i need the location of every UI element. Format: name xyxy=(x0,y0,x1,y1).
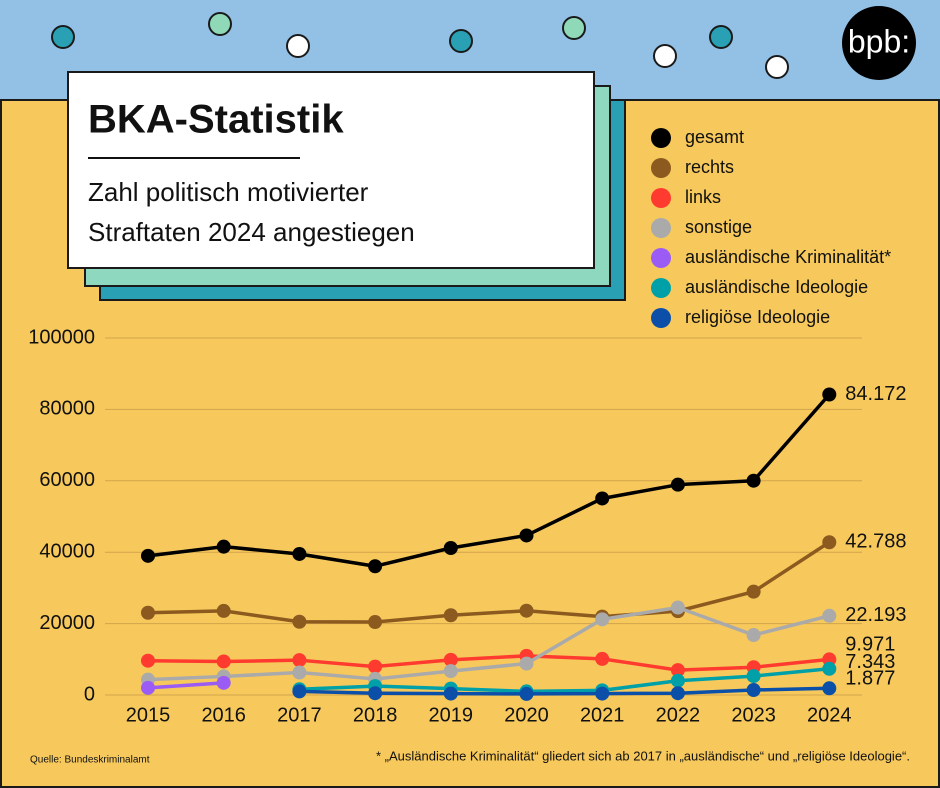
data-point xyxy=(443,664,458,679)
value-label: 7.343 xyxy=(845,651,895,673)
data-point xyxy=(595,686,610,701)
data-point xyxy=(141,548,155,563)
data-point xyxy=(292,653,307,668)
y-tick-label: 80000 xyxy=(39,398,95,420)
data-point xyxy=(443,540,458,555)
data-point xyxy=(141,680,155,695)
x-tick-label: 2021 xyxy=(580,704,625,726)
series-line xyxy=(147,393,831,569)
legend-swatch xyxy=(651,308,671,328)
data-point xyxy=(368,659,383,674)
data-point xyxy=(822,387,837,402)
chart-title: BKA-Statistik xyxy=(88,98,344,142)
y-tick-label: 40000 xyxy=(39,540,95,562)
data-point xyxy=(595,651,610,666)
data-point xyxy=(141,653,155,668)
title-box xyxy=(67,71,595,269)
legend-swatch xyxy=(651,188,671,208)
series-line xyxy=(147,605,830,682)
x-tick-label: 2016 xyxy=(201,704,246,726)
series-line xyxy=(299,686,830,696)
data-point xyxy=(368,615,383,630)
data-point xyxy=(519,656,534,671)
subtitle: Zahl politisch motivierter xyxy=(88,177,369,207)
y-tick-label: 100000 xyxy=(28,326,95,348)
value-label: 42.788 xyxy=(845,531,906,553)
data-point xyxy=(216,539,231,554)
data-point xyxy=(822,681,837,696)
legend-label: gesamt xyxy=(685,127,744,147)
legend-label: sonstige xyxy=(685,217,752,237)
legend-swatch xyxy=(651,248,671,268)
legend-label: ausländische Kriminalität* xyxy=(685,247,891,267)
series-line xyxy=(147,654,830,672)
data-point xyxy=(292,546,307,561)
data-point xyxy=(595,612,610,627)
data-point xyxy=(216,675,231,690)
data-point xyxy=(292,684,307,699)
logo-circle xyxy=(842,6,916,80)
data-point xyxy=(822,608,837,623)
data-point xyxy=(670,663,685,678)
legend-label: ausländische Ideologie xyxy=(685,277,868,297)
data-point xyxy=(822,535,837,550)
legend-swatch xyxy=(651,128,671,148)
data-point xyxy=(443,652,458,667)
data-point xyxy=(519,686,534,701)
data-point xyxy=(368,686,383,701)
x-tick-label: 2024 xyxy=(807,704,852,726)
data-point xyxy=(519,603,534,618)
logo: bpb: xyxy=(848,23,910,59)
data-point xyxy=(595,491,610,506)
data-point xyxy=(443,608,458,623)
value-label: 22.193 xyxy=(845,604,906,626)
source: Quelle: Bundeskriminalamt xyxy=(30,755,150,766)
series-line xyxy=(147,681,224,690)
data-point xyxy=(822,661,837,676)
y-tick-label: 60000 xyxy=(39,469,95,491)
y-tick-label: 20000 xyxy=(39,612,95,634)
series-line xyxy=(299,667,830,694)
data-point xyxy=(746,584,761,599)
legend-label: rechts xyxy=(685,157,734,177)
legend-swatch xyxy=(651,278,671,298)
x-tick-label: 2019 xyxy=(429,704,474,726)
data-point xyxy=(746,669,761,684)
data-point xyxy=(292,614,307,629)
x-tick-label: 2020 xyxy=(504,704,549,726)
legend-swatch xyxy=(651,158,671,178)
data-point xyxy=(670,477,685,492)
legend-label: links xyxy=(685,187,721,207)
data-point xyxy=(670,673,685,688)
legend-swatch xyxy=(651,218,671,238)
x-tick-label: 2015 xyxy=(126,704,171,726)
data-point xyxy=(746,683,761,698)
data-point xyxy=(141,605,155,620)
subtitle: Straftaten 2024 angestiegen xyxy=(88,217,415,247)
series-line xyxy=(147,540,831,624)
x-tick-label: 2018 xyxy=(353,704,398,726)
legend-label: religiöse Ideologie xyxy=(685,307,830,327)
decor-dots xyxy=(51,12,789,79)
data-point xyxy=(670,686,685,701)
y-tick-label: 0 xyxy=(84,683,95,705)
footnote: * „Ausländische Kriminalität“ gliedert s… xyxy=(376,748,910,763)
data-point xyxy=(292,665,307,680)
data-point xyxy=(443,686,458,701)
x-tick-label: 2017 xyxy=(277,704,322,726)
x-tick-label: 2022 xyxy=(656,704,701,726)
value-label: 1.877 xyxy=(845,668,895,690)
value-label: 9.971 xyxy=(845,634,895,656)
data-point xyxy=(216,654,231,669)
data-point xyxy=(216,603,231,618)
data-point xyxy=(670,600,685,615)
data-point xyxy=(746,473,761,488)
value-label: 84.172 xyxy=(845,383,906,405)
data-point xyxy=(746,628,761,643)
x-tick-label: 2023 xyxy=(731,704,776,726)
data-point xyxy=(519,528,534,543)
data-point xyxy=(368,559,383,574)
